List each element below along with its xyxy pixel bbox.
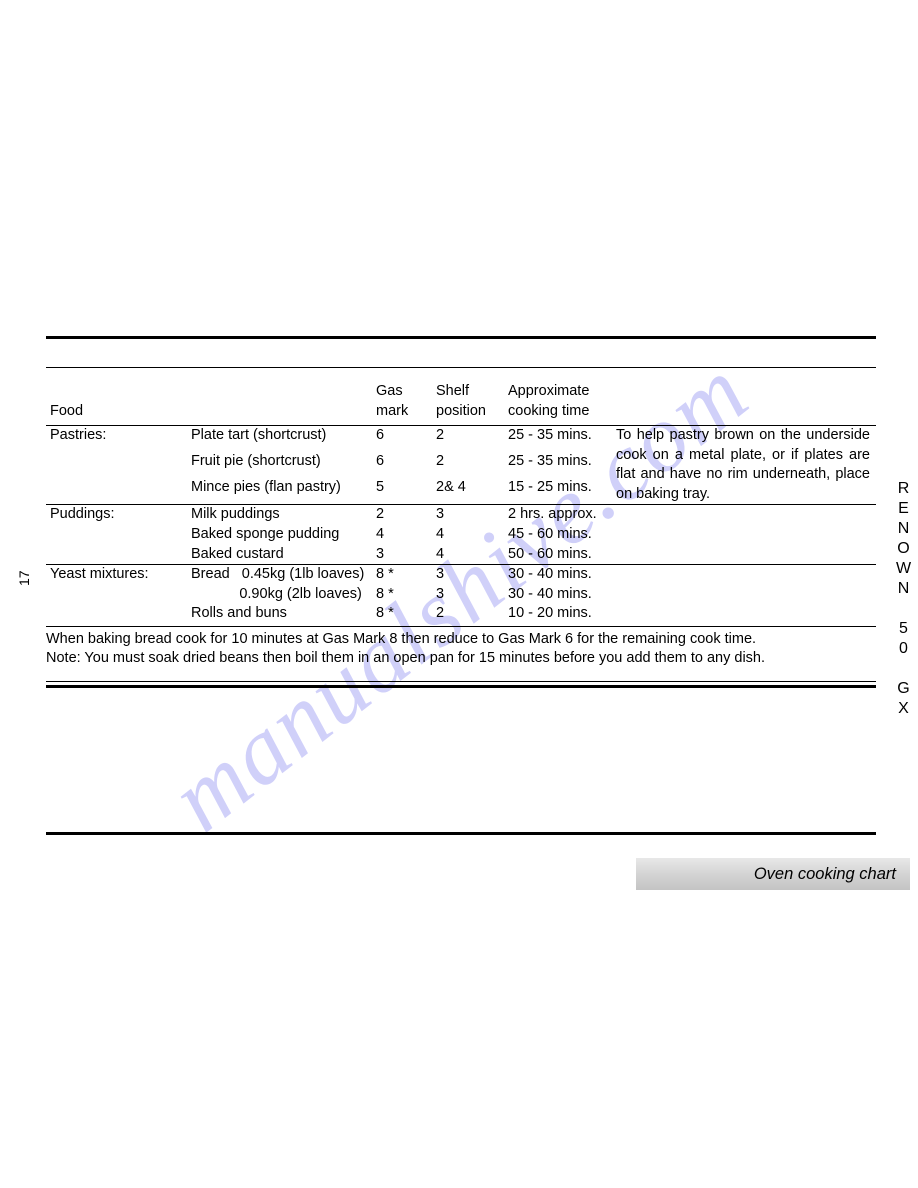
gas-cell: 6 (376, 426, 436, 453)
cooking-chart-table: Food Gas mark Shelf position Approximate… (46, 367, 876, 624)
time-cell: 45 - 60 mins. (508, 525, 616, 545)
thick-rule (46, 685, 876, 688)
header-note (616, 368, 876, 426)
table-header-row: Food Gas mark Shelf position Approximate… (46, 368, 876, 426)
item-cell: Rolls and buns (191, 604, 376, 624)
time-cell: 30 - 40 mins. (508, 565, 616, 585)
category-cell (46, 478, 191, 505)
gas-cell: 6 (376, 452, 436, 478)
item-cell: Baked sponge pudding (191, 525, 376, 545)
closing-rules (46, 681, 876, 688)
shelf-cell: 2 (436, 452, 508, 478)
time-cell: 50 - 60 mins. (508, 545, 616, 565)
lower-divider (46, 832, 876, 835)
content-area: Food Gas mark Shelf position Approximate… (46, 336, 876, 688)
footnote-line: Note: You must soak dried beans then boi… (46, 649, 876, 669)
shelf-cell: 3 (436, 565, 508, 585)
time-cell: 2 hrs. approx. (508, 505, 616, 525)
bottom-thick-rule (46, 832, 876, 835)
category-cell: Yeast mixtures: (46, 565, 191, 585)
header-blank (191, 368, 376, 426)
item-cell: Bread 0.45kg (1lb loaves) (191, 565, 376, 585)
shelf-cell: 4 (436, 525, 508, 545)
note-cell: To help pastry brown on the underside co… (616, 426, 876, 505)
shelf-cell: 2 (436, 604, 508, 624)
gas-cell: 8 * (376, 565, 436, 585)
time-cell: 25 - 35 mins. (508, 426, 616, 453)
gas-cell: 2 (376, 505, 436, 525)
table-row: Yeast mixtures:Bread 0.45kg (1lb loaves)… (46, 565, 876, 585)
item-cell: Baked custard (191, 545, 376, 565)
note-cell (616, 505, 876, 565)
category-cell: Pastries: (46, 426, 191, 453)
header-food: Food (46, 368, 191, 426)
item-cell: Fruit pie (shortcrust) (191, 452, 376, 478)
gas-cell: 8 * (376, 585, 436, 605)
footnote-line: When baking bread cook for 10 minutes at… (46, 630, 876, 650)
page-number: 17 (16, 570, 32, 586)
header-shelf: Shelf position (436, 368, 508, 426)
category-cell (46, 525, 191, 545)
category-cell (46, 452, 191, 478)
item-cell: Plate tart (shortcrust) (191, 426, 376, 453)
gas-cell: 5 (376, 478, 436, 505)
shelf-cell: 3 (436, 505, 508, 525)
shelf-cell: 2 (436, 426, 508, 453)
note-cell (616, 565, 876, 624)
category-cell (46, 545, 191, 565)
table-row: Pastries:Plate tart (shortcrust)6225 - 3… (46, 426, 876, 453)
footnotes: When baking bread cook for 10 minutes at… (46, 626, 876, 669)
category-cell (46, 604, 191, 624)
thin-rule (46, 681, 876, 682)
category-cell (46, 585, 191, 605)
time-cell: 10 - 20 mins. (508, 604, 616, 624)
shelf-cell: 3 (436, 585, 508, 605)
table-row: Puddings:Milk puddings232 hrs. approx. (46, 505, 876, 525)
top-rule (46, 336, 876, 339)
header-gas: Gas mark (376, 368, 436, 426)
gas-cell: 3 (376, 545, 436, 565)
product-label-vertical: RENOWN 50 GX (894, 480, 912, 720)
time-cell: 15 - 25 mins. (508, 478, 616, 505)
category-cell: Puddings: (46, 505, 191, 525)
item-cell: 0.90kg (2lb loaves) (191, 585, 376, 605)
section-tab: Oven cooking chart (636, 858, 910, 890)
gas-cell: 8 * (376, 604, 436, 624)
item-cell: Mince pies (flan pastry) (191, 478, 376, 505)
item-cell: Milk puddings (191, 505, 376, 525)
gas-cell: 4 (376, 525, 436, 545)
time-cell: 30 - 40 mins. (508, 585, 616, 605)
page: manualshive.com 17 RENOWN 50 GX Food Gas… (0, 0, 918, 1188)
header-time: Approximate cooking time (508, 368, 616, 426)
time-cell: 25 - 35 mins. (508, 452, 616, 478)
shelf-cell: 4 (436, 545, 508, 565)
shelf-cell: 2& 4 (436, 478, 508, 505)
